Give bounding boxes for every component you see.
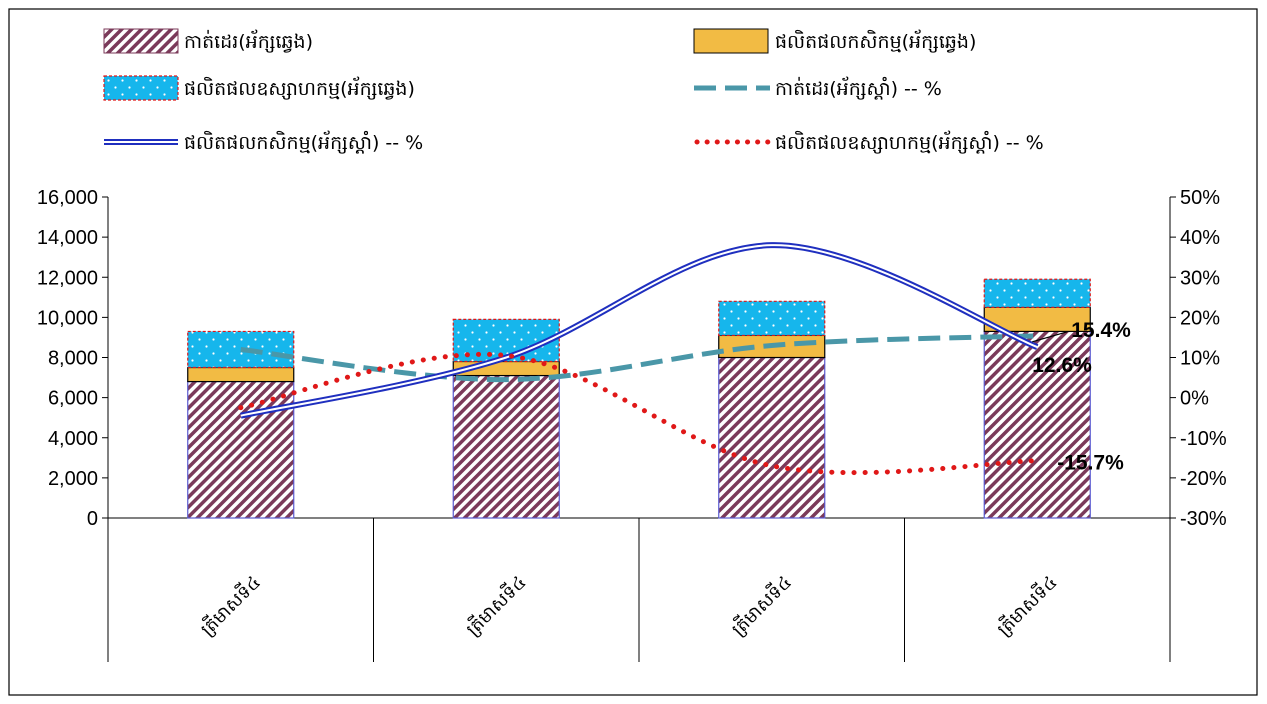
bar-industrial [718,300,826,337]
legend-label-agriculture: ផលិតផលកសិកម្ម(អ័ក្សឆ្វេង) [775,29,976,53]
line-garment-pct [240,333,1038,383]
y-left-tick-label: 2,000 [48,468,98,490]
legend-label-agriculture-pct: ផលិតផលកសិកម្ម(អ័ក្សស្តាំ) -- % [184,130,423,154]
legend-swatch-industrial [103,75,179,101]
y-right-tick-label: 0% [1180,388,1209,410]
y-left-tick-label: 0 [87,508,98,530]
bar-garment [452,374,560,519]
y-right-tick-label: 10% [1180,348,1220,370]
y-right-tick-label: 30% [1180,267,1220,289]
y-left-tick-label: 4,000 [48,428,98,450]
data-label-industrial-pct: -15.7% [1057,452,1124,475]
y-left-tick-label: 8,000 [48,348,98,370]
y-left-tick-label: 16,000 [37,187,98,209]
y-left-tick-label: 12,000 [37,267,98,289]
legend: កាត់ដេរ(អ័ក្សឆ្វេង) ផលិតផលកសិកម្ម(អ័ក្សឆ… [103,28,1044,154]
y-right-tick-label: 20% [1180,307,1220,329]
y-right-tick-label: 40% [1180,227,1220,249]
bar-garment [187,380,295,519]
y-left-tick-label: 14,000 [37,227,98,249]
legend-swatch-garment [103,28,179,54]
legend-label-garment: កាត់ដេរ(អ័ក្សឆ្វេង) [184,29,313,53]
legend-label-garment-pct: កាត់ដេរ(អ័ក្សស្តាំ) -- % [775,76,942,100]
bar-garment [718,356,826,519]
line-agriculture-pct-inner [240,244,1038,417]
data-label-agriculture-pct: 12.6% [1032,354,1092,377]
bar-industrial [983,278,1091,308]
data-label-leader-garment [1032,331,1068,343]
plot-area: 0 2,000 4,000 6,000 8,000 10,000 12,000 14,000 1… [37,187,1227,662]
legend-label-industrial: ផលិតផលឧស្សាហកម្ម(អ័ក្សឆ្វេង) [184,76,415,100]
y-right-tick-label: -20% [1180,468,1227,490]
y-right-tick-label: -30% [1180,508,1227,530]
bar-agriculture [187,366,295,383]
y-right-tick-label: -10% [1180,428,1227,450]
y-left-tick-label: 10,000 [37,307,98,329]
bar-garment [983,330,1091,519]
y-left-tick-label: 6,000 [48,388,98,410]
y-right-tick-label: 50% [1180,187,1220,209]
legend-label-industrial-pct: ផលិតផលឧស្សាហកម្ម(អ័ក្សស្តាំ) -- % [775,130,1044,154]
data-label-garment-pct: 15.4% [1071,319,1131,342]
legend-swatch-agriculture [693,28,769,54]
line-industrial-pct [238,351,1040,476]
